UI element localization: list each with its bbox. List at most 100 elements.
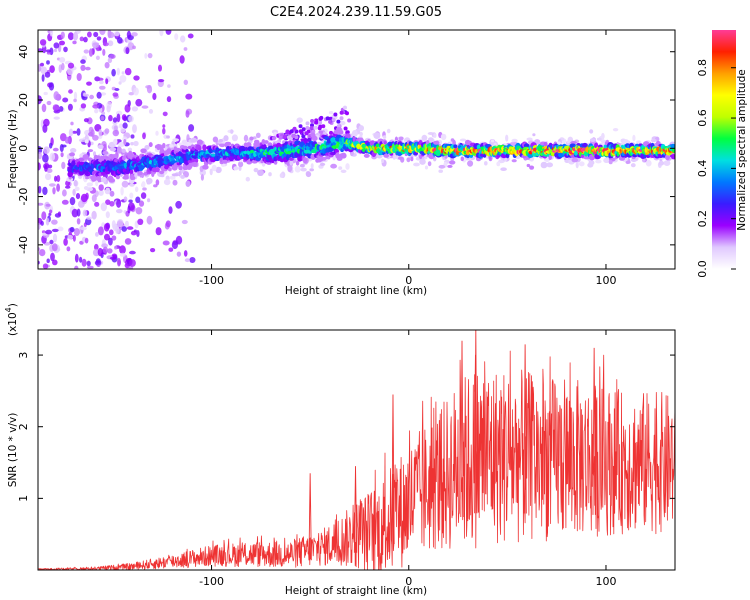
spectrogram-cell (630, 163, 636, 168)
spectrogram-cell (105, 78, 109, 85)
spectrogram-cell (79, 36, 85, 42)
spectrogram-cell (86, 260, 91, 267)
spec-y-tick-label: 0 (17, 145, 30, 152)
spectrogram-cell (102, 48, 106, 56)
spectrogram-cell (383, 141, 387, 145)
spectrogram-cell (333, 112, 338, 117)
spectrogram-cell (119, 245, 126, 255)
spectrogram-cell (252, 136, 257, 140)
spectrogram-cell (670, 143, 675, 149)
spectrogram-cell (172, 179, 178, 186)
spectrogram-cell (45, 49, 52, 53)
spectrogram-cell (672, 147, 675, 153)
spectrogram-cell (334, 149, 339, 154)
spectrogram-cell (191, 157, 199, 164)
spectrogram-cell (45, 229, 53, 235)
spectrogram-cell (49, 65, 55, 73)
spectrogram-cell (53, 48, 58, 53)
spectrogram-cell (163, 179, 171, 186)
spectrogram-cell (178, 165, 183, 171)
spectrogram-cell (458, 152, 462, 156)
spectrogram-cell (162, 124, 166, 128)
spectrogram-cell (45, 173, 52, 181)
snr-frame (37, 329, 676, 571)
spectrogram-cell (112, 117, 118, 123)
spectrogram-cell (38, 162, 41, 171)
spectrogram-cell (218, 142, 226, 148)
spectrogram-cell (169, 175, 176, 180)
spectrogram-cell (92, 42, 100, 46)
spectrogram-cell (185, 110, 190, 118)
spectrogram-cell (118, 81, 122, 85)
colorbar-tick-label: 0.0 (696, 260, 709, 278)
spectrogram-cell (100, 116, 105, 121)
spectrogram-cell (172, 138, 180, 142)
spectrogram-cell (76, 208, 81, 217)
spectrogram-cell (467, 160, 474, 167)
spectrogram-cell (40, 66, 47, 75)
spec-x-tick-label: 100 (595, 274, 616, 287)
spectrogram-cell (424, 165, 429, 170)
spectrogram-cell (351, 130, 358, 137)
spectrogram-cell (46, 258, 50, 264)
spectrogram-cell (114, 88, 120, 91)
spectrogram-cell (43, 91, 48, 96)
spectrogram-cell (133, 87, 139, 96)
spectrogram-cell (183, 171, 190, 178)
spec-x-tick-label: 0 (405, 274, 412, 287)
spectrogram-cell (162, 240, 170, 246)
spectrogram-cell (129, 192, 134, 199)
spectrogram-cell (221, 159, 228, 164)
spectrogram-cell (69, 152, 75, 157)
spectrogram-cell (65, 185, 71, 189)
spectrogram-cell (74, 186, 80, 191)
spectrogram-cell (51, 228, 59, 233)
spectrogram-cell (42, 153, 49, 163)
spectrogram-cell (108, 178, 116, 183)
spectrogram-cell (188, 162, 194, 167)
spectrogram-cell (294, 165, 301, 173)
spectrogram-cell (289, 160, 294, 166)
spectrogram-cell (56, 175, 61, 182)
spectrogram-cell (540, 161, 548, 169)
spectrogram-cell (72, 40, 77, 45)
spectrogram-cell (658, 160, 665, 166)
spectrogram-cell (152, 92, 157, 101)
spectrogram-cell (433, 140, 440, 145)
spectrogram-cell (67, 103, 73, 111)
spectrogram-cell (91, 210, 97, 220)
spectrogram-cell (88, 168, 93, 173)
spectrogram-cell (345, 130, 350, 135)
spectrogram-cell (318, 120, 323, 125)
spectrogram-cell (46, 60, 50, 65)
spectrogram-cell (92, 104, 100, 109)
spectrogram-cell (68, 128, 74, 137)
spectrogram-cell (180, 175, 185, 179)
spectrogram-cell (148, 109, 154, 114)
spectrogram-cell (496, 161, 501, 167)
spectrogram-cell (279, 173, 284, 178)
spectrogram-cell (38, 202, 44, 206)
spectrogram-cell (52, 259, 58, 266)
spectrogram-cell (511, 159, 517, 163)
spectrogram-cell (48, 164, 53, 169)
spectrogram-cell (313, 125, 318, 130)
spectrogram-cell (162, 127, 166, 135)
snr-y-tick-label: 3 (17, 352, 30, 359)
spectrogram-cell (132, 45, 136, 50)
spectrogram-cell (571, 157, 579, 163)
spectrogram-cell (121, 148, 126, 153)
spectrogram-cell (89, 94, 94, 100)
figure-title: C2E4.2024.239.11.59.G05 (270, 5, 442, 20)
spectrogram-cell (76, 73, 82, 81)
spectrogram-cell (131, 106, 138, 112)
spectrogram-cell (133, 229, 137, 233)
spectrogram-cell (168, 247, 174, 252)
spectrogram-cell (141, 181, 146, 188)
spectrogram-cell (595, 159, 602, 164)
spectrogram-cell (97, 77, 104, 82)
spectrogram-cell (180, 35, 186, 43)
spectrogram-cell (109, 147, 117, 152)
spectrogram-cell (99, 85, 106, 90)
colorbar-tick-label: 0.6 (696, 109, 709, 127)
